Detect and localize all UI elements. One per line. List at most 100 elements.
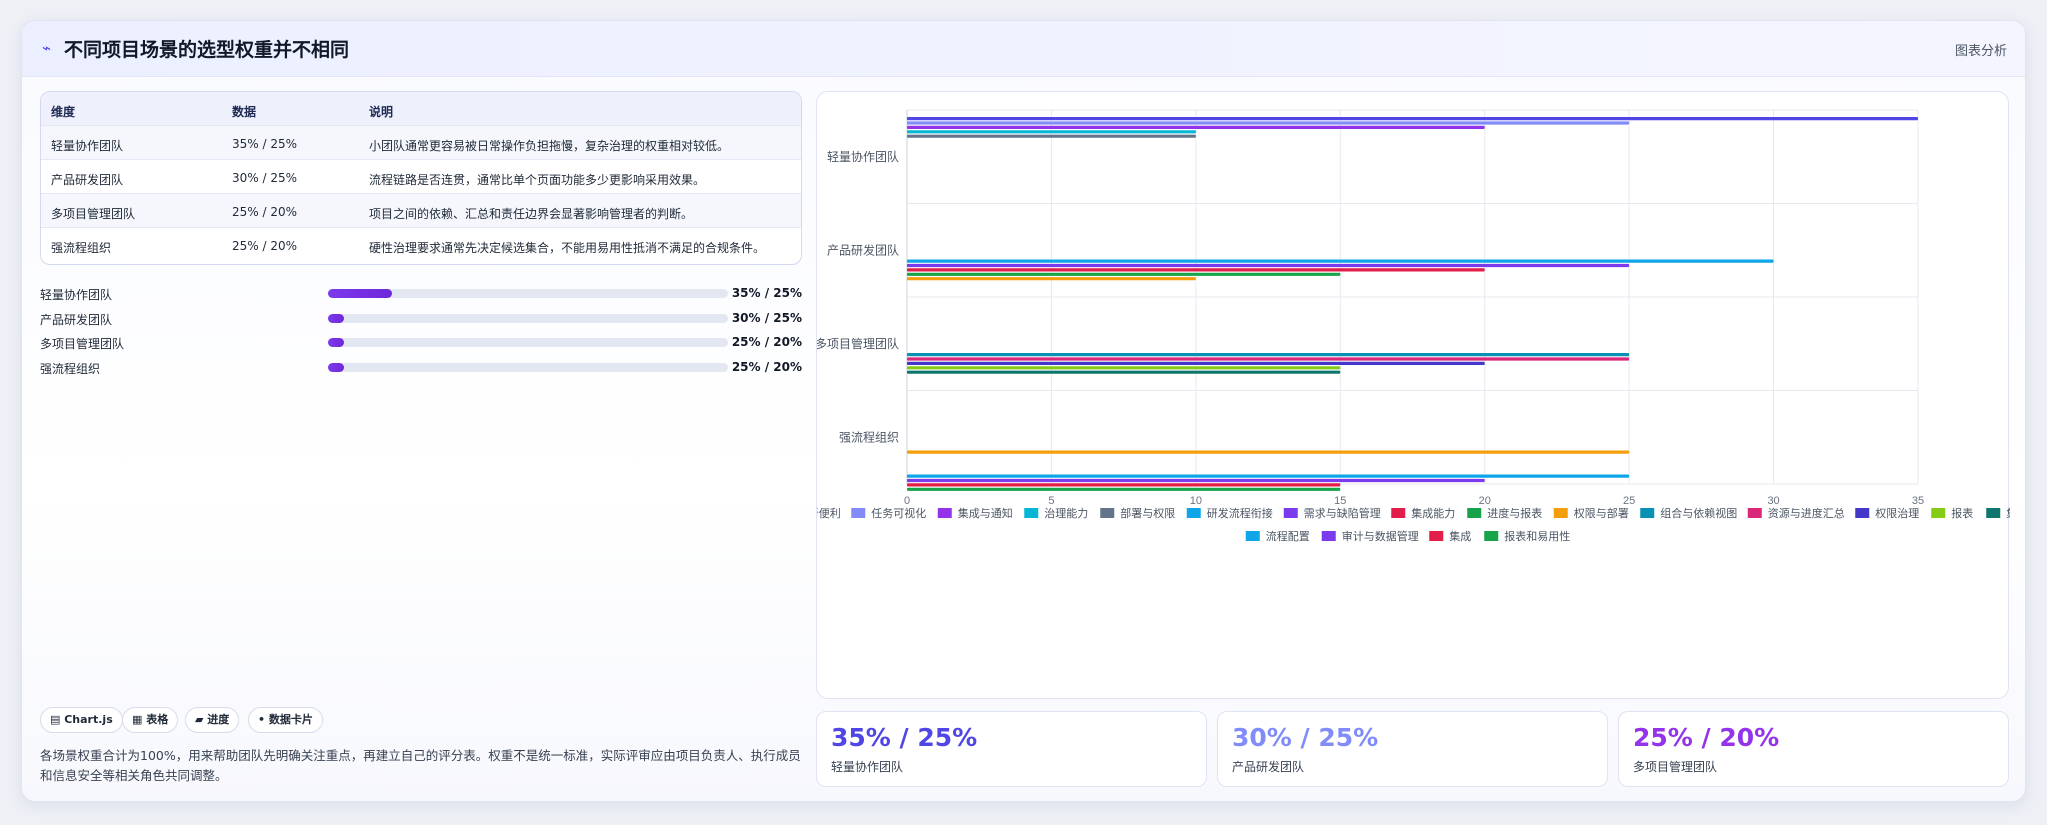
- stat-card: 25% / 20% 多项目管理团队: [1618, 711, 2009, 787]
- legend-swatch: [1640, 508, 1655, 518]
- chart-icon: ⌁: [42, 39, 52, 57]
- chip-progress[interactable]: ▰ 进度: [185, 707, 240, 733]
- legend-label: 报表和易用性: [1504, 529, 1570, 543]
- progress-item: 强流程组织 25% / 20%: [40, 357, 802, 377]
- table-cell-dimension: 多项目管理团队: [51, 207, 136, 221]
- table-header-description: 说明: [369, 105, 394, 119]
- footnote: 各场景权重合计为100%，用来帮助团队先明确关注重点，再建立自己的评分表。权重不…: [40, 748, 801, 783]
- bar: [907, 268, 1485, 272]
- legend-swatch: [1283, 508, 1298, 518]
- stat-card: 30% / 25% 产品研发团队: [1217, 711, 1608, 787]
- x-tick-label: 5: [1048, 495, 1054, 507]
- chip-label: 数据卡片: [268, 713, 313, 726]
- progress-fill: [328, 363, 344, 372]
- chip-chartjs[interactable]: ▤ Chart.js: [40, 707, 123, 733]
- y-tick-label: 多项目管理团队: [817, 336, 899, 351]
- legend-label: 流程配置: [1266, 529, 1310, 543]
- legend-label: 集成与通知: [958, 506, 1013, 520]
- table-cell-data: 25% / 20%: [232, 239, 298, 253]
- bar: [907, 272, 1341, 276]
- legend-swatch: [1553, 508, 1568, 518]
- bar: [907, 483, 1341, 487]
- x-tick-label: 10: [1190, 495, 1202, 507]
- bar: [907, 366, 1341, 370]
- progress-track: [328, 314, 728, 323]
- legend-label: 集成与易用性: [2006, 506, 2010, 520]
- x-tick-label: 35: [1912, 495, 1924, 507]
- legend-swatch: [1391, 508, 1406, 518]
- bar: [907, 361, 1485, 365]
- legend-swatch: [1855, 508, 1870, 518]
- legend-label: 权限与部署: [1574, 506, 1629, 520]
- legend-label: 任务可视化: [871, 506, 926, 520]
- legend-swatch: [1321, 531, 1336, 541]
- x-tick-label: 15: [1334, 495, 1346, 507]
- chip-data-card[interactable]: • 数据卡片: [248, 707, 323, 733]
- legend-label: 集成能力: [1411, 506, 1455, 520]
- progress-track: [328, 338, 728, 347]
- stat-label: 轻量协作团队: [831, 760, 904, 774]
- table-cell-data: 30% / 25%: [232, 171, 298, 185]
- stat-value: 25% / 20%: [1633, 723, 1780, 752]
- table-row: 产品研发团队 30% / 25% 流程链路是否连贯，通常比单个页面功能多少更影响…: [41, 160, 801, 194]
- chart-icon: ▤: [50, 713, 65, 726]
- progress-fill: [328, 289, 392, 298]
- stat-card: 35% / 25% 轻量协作团队: [816, 711, 1207, 787]
- bar: [907, 117, 1918, 121]
- weights-table: 维度 数据 说明 轻量协作团队 35% / 25% 小团队通常更容易被日常操作负…: [40, 91, 802, 265]
- bar: [907, 474, 1630, 478]
- chart-panel: 0 5 10 15 20 25 30 35 轻量协作团队产品研发团队多项目管理团队强流程组织上手…: [816, 91, 2010, 699]
- chart-analysis-link[interactable]: 图表分析: [1954, 44, 2007, 59]
- legend-swatch: [851, 508, 866, 518]
- x-tick-label: 0: [904, 495, 910, 507]
- table-cell-description: 硬性治理要求通常先决定候选集合，不能用易用性抵消不满足的合规条件。: [369, 241, 766, 255]
- progress-item: 多项目管理团队 25% / 20%: [40, 332, 802, 352]
- legend-label: 治理能力: [1044, 506, 1088, 520]
- progress-item: 产品研发团队 30% / 25%: [40, 308, 802, 328]
- legend-label: 审计与数据管理: [1342, 529, 1419, 543]
- bar: [907, 134, 1196, 138]
- table-header-dimension: 维度: [51, 105, 76, 119]
- legend-label: 资源与进度汇总: [1768, 506, 1845, 520]
- legend-label: 权限治理: [1875, 506, 1919, 520]
- table-header-data: 数据: [232, 105, 257, 119]
- progress-track: [328, 289, 728, 298]
- bar: [907, 353, 1630, 357]
- bar: [907, 357, 1630, 361]
- stat-label: 产品研发团队: [1232, 760, 1305, 774]
- progress-value: 35% / 25%: [731, 286, 802, 300]
- legend-swatch: [1931, 508, 1946, 518]
- chip-label: 表格: [146, 713, 169, 726]
- legend-label: 组合与依赖视图: [1660, 506, 1737, 520]
- progress-fill: [328, 314, 344, 323]
- progress-value: 30% / 25%: [731, 311, 802, 325]
- table-icon: ▦: [132, 713, 147, 726]
- table-cell-dimension: 产品研发团队: [51, 173, 124, 187]
- legend-swatch: [1024, 508, 1039, 518]
- y-tick-label: 强流程组织: [839, 429, 899, 444]
- progress-icon: ▰: [195, 713, 208, 726]
- bar: [907, 277, 1196, 281]
- bar: [907, 259, 1774, 263]
- chip-table[interactable]: ▦ 表格: [122, 707, 179, 733]
- bar: [907, 130, 1196, 134]
- legend-swatch: [1484, 531, 1499, 541]
- legend-swatch: [937, 508, 952, 518]
- legend-label: 集成: [1449, 529, 1471, 543]
- legend-label: 报表: [1951, 506, 1973, 520]
- main-card: ⌁ 不同项目场景的选型权重并不相同 图表分析 维度 数据 说明 轻量协作团队 3…: [21, 20, 2026, 802]
- progress-fill: [328, 338, 344, 347]
- legend-label: 上手与更新便利: [817, 506, 841, 520]
- y-tick-label: 产品研发团队: [827, 242, 899, 257]
- bar: [907, 370, 1341, 374]
- table-row: 多项目管理团队 25% / 20% 项目之间的依赖、汇总和责任边界会显著影响管理…: [41, 194, 801, 228]
- x-tick-label: 20: [1479, 495, 1491, 507]
- chip-label: 进度: [207, 713, 230, 726]
- stat-label: 多项目管理团队: [1633, 760, 1718, 774]
- legend-swatch: [1186, 508, 1201, 518]
- stat-value: 35% / 25%: [831, 723, 978, 752]
- table-cell-dimension: 强流程组织: [51, 241, 112, 255]
- table-cell-description: 小团队通常更容易被日常操作负担拖慢，复杂治理的权重相对较低。: [369, 139, 730, 153]
- bar: [907, 125, 1485, 129]
- legend-label: 需求与缺陷管理: [1304, 506, 1381, 520]
